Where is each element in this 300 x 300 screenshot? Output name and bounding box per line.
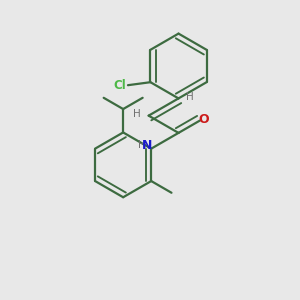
Text: O: O: [198, 112, 209, 126]
Text: Cl: Cl: [114, 79, 126, 92]
Text: H: H: [138, 140, 146, 150]
Text: H: H: [186, 92, 194, 102]
Text: H: H: [133, 109, 140, 119]
Text: N: N: [142, 139, 152, 152]
